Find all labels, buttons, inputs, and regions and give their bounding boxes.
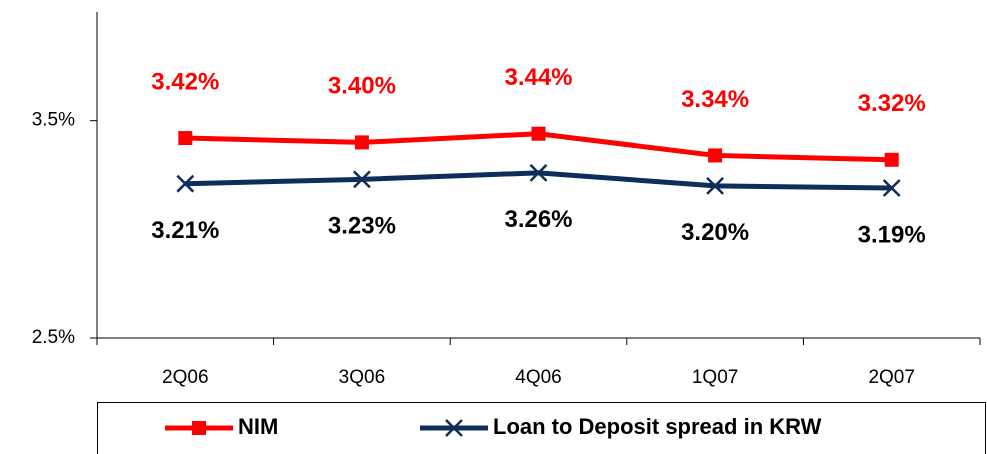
value-label: 3.34% xyxy=(681,86,749,113)
marker xyxy=(176,174,195,193)
value-label: 3.42% xyxy=(151,68,219,95)
series-line xyxy=(185,170,892,191)
marker xyxy=(708,148,723,163)
marker xyxy=(354,135,369,150)
y-tick-label: 2.5% xyxy=(32,327,75,348)
value-label: 3.44% xyxy=(504,64,572,91)
legend-label: Loan to Deposit spread in KRW xyxy=(493,414,822,439)
value-label: 3.40% xyxy=(328,73,396,100)
value-label: 3.21% xyxy=(151,217,219,244)
x-tick-label: 2Q07 xyxy=(868,367,914,388)
value-label: 3.26% xyxy=(504,206,572,233)
x-tick-label: 2Q06 xyxy=(162,367,208,388)
y-tick-label: 3.5% xyxy=(32,110,75,131)
legend-box xyxy=(97,402,986,454)
legend-marker xyxy=(192,421,206,435)
x-tick-label: 4Q06 xyxy=(515,367,561,388)
legend-marker xyxy=(445,419,463,437)
marker xyxy=(531,126,546,141)
x-tick-label: 1Q07 xyxy=(692,367,738,388)
value-label: 3.32% xyxy=(858,90,926,117)
marker xyxy=(529,163,548,182)
marker xyxy=(353,170,371,189)
value-label: 3.20% xyxy=(681,219,749,246)
marker xyxy=(706,176,724,195)
value-label: 3.19% xyxy=(858,221,926,248)
value-label: 3.23% xyxy=(328,213,396,240)
x-tick-label: 3Q06 xyxy=(339,367,385,388)
marker xyxy=(178,131,193,146)
legend-label: NIM xyxy=(238,414,278,439)
marker xyxy=(882,179,901,197)
marker xyxy=(884,152,899,167)
